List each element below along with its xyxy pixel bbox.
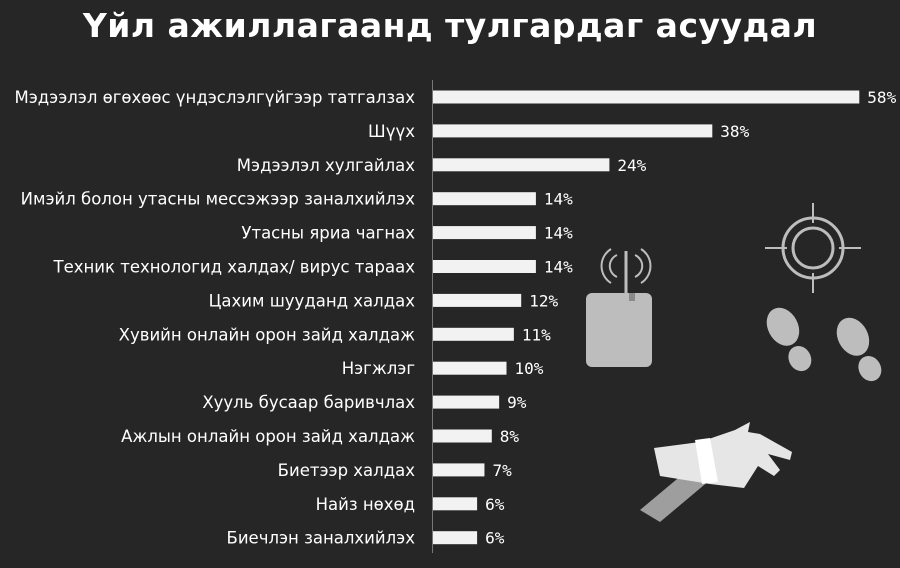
category-label: Биечлэн заналхийлэх bbox=[227, 529, 416, 548]
bar bbox=[433, 293, 522, 307]
value-label: 24% bbox=[617, 156, 646, 175]
bar bbox=[433, 158, 610, 172]
chart-title: Үйл ажиллагаанд тулгардаг асуудал bbox=[82, 6, 818, 45]
category-label: Утасны яриа чагнах bbox=[241, 224, 415, 243]
value-label: 58% bbox=[867, 88, 896, 107]
category-label: Мэдээлэл өгөхөөс үндэслэлгүйгээр татгалз… bbox=[14, 88, 415, 107]
value-label: 8% bbox=[500, 427, 520, 446]
wiretap-device-icon bbox=[586, 248, 652, 367]
value-label: 14% bbox=[544, 190, 573, 209]
category-label: Нэгжлэг bbox=[342, 359, 415, 378]
crosshair-icon bbox=[765, 203, 861, 293]
category-label: Ажлын онлайн орон зайд халдаж bbox=[121, 427, 415, 446]
bar bbox=[433, 395, 500, 409]
bar bbox=[433, 226, 536, 240]
bar bbox=[433, 361, 507, 375]
bar bbox=[433, 124, 713, 138]
category-label: Мэдээлэл хулгайлах bbox=[237, 156, 415, 175]
bar bbox=[433, 192, 536, 206]
category-label: Биетээр халдах bbox=[278, 461, 416, 480]
bar bbox=[433, 90, 860, 104]
category-label: Цахим шууданд халдах bbox=[209, 291, 416, 310]
value-label: 38% bbox=[720, 122, 749, 141]
category-label: Хууль бусаар баривчлах bbox=[202, 393, 415, 412]
bar bbox=[433, 327, 514, 341]
value-label: 7% bbox=[492, 461, 512, 480]
bar bbox=[433, 531, 478, 545]
value-label: 6% bbox=[485, 495, 505, 514]
bar bbox=[433, 429, 492, 443]
bar bbox=[433, 463, 485, 477]
value-label: 11% bbox=[522, 325, 551, 344]
value-label: 10% bbox=[515, 359, 544, 378]
category-label: Шүүх bbox=[368, 122, 415, 141]
category-label: Имэйл болон утасны мессэжээр заналхийлэх bbox=[21, 190, 416, 209]
footprints-icon bbox=[766, 307, 882, 382]
value-label: 14% bbox=[544, 224, 573, 243]
bars-group: Мэдээлэл өгөхөөс үндэслэлгүйгээр татгалз… bbox=[14, 88, 896, 548]
handcuffed-hands-icon bbox=[640, 422, 792, 522]
category-label: Найз нөхөд bbox=[316, 495, 415, 514]
category-label: Техник технологид халдах/ вирус тараах bbox=[52, 258, 415, 277]
bar bbox=[433, 497, 478, 511]
value-label: 12% bbox=[529, 291, 558, 310]
category-label: Хувийн онлайн орон зайд халдаж bbox=[119, 325, 415, 344]
value-label: 14% bbox=[544, 258, 573, 277]
bar bbox=[433, 260, 536, 273]
value-label: 9% bbox=[507, 393, 527, 412]
value-label: 6% bbox=[485, 529, 505, 548]
